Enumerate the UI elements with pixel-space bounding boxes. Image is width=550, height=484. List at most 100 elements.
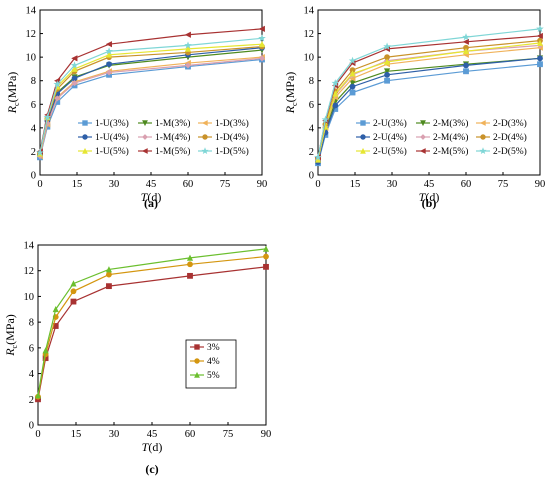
- legend-marker: [142, 120, 148, 127]
- legend-label: 3%: [207, 343, 220, 353]
- data-point: [258, 25, 265, 32]
- data-point: [187, 261, 193, 268]
- x-tick-label: 30: [387, 179, 398, 190]
- legend-marker: [194, 371, 200, 378]
- legend-marker: [360, 147, 366, 154]
- legend-label: 2-D(3%): [493, 118, 527, 129]
- data-point: [462, 38, 469, 45]
- data-point: [258, 40, 266, 48]
- data-point: [348, 56, 357, 64]
- data-point: [331, 79, 340, 87]
- x-tick-label: 15: [72, 179, 83, 190]
- data-point: [106, 61, 112, 68]
- x-tick-label: 75: [223, 429, 234, 440]
- legend-label: 1-U(5%): [95, 146, 129, 157]
- plot-frame: [37, 244, 267, 426]
- data-point: [71, 65, 78, 72]
- legend-label: 2-M(5%): [433, 146, 468, 157]
- data-point: [536, 32, 543, 40]
- data-point: [537, 55, 543, 62]
- y-tick-label: 12: [24, 266, 35, 277]
- panel-label: (a): [144, 196, 158, 210]
- y-axis-label: Rc(MPa): [5, 72, 21, 115]
- data-point: [70, 280, 77, 287]
- data-point: [263, 253, 269, 260]
- y-tick-label: 14: [24, 241, 35, 252]
- data-point: [258, 55, 266, 62]
- chart-panel-2: 0 15 30 45 60 75 90 0 2 4 6 8 10 12 14 T(d) Rc(MPa) 2-U(3…: [283, 6, 545, 211]
- data-point: [106, 283, 112, 290]
- y-tick-label: 6: [31, 100, 36, 111]
- y-tick-label: 14: [26, 6, 37, 17]
- data-point: [34, 392, 42, 399]
- y-tick-label: 0: [309, 171, 314, 182]
- x-tick-label: 45: [147, 429, 158, 440]
- legend-marker: [360, 134, 366, 140]
- y-tick-label: 10: [304, 53, 315, 64]
- legend-marker: [82, 147, 88, 154]
- data-point: [53, 80, 62, 88]
- y-tick-label: 12: [304, 29, 315, 40]
- legend-label: 4%: [207, 357, 220, 367]
- chart-panel-3: 0 15 30 45 60 75 90 0 2 4 6 8 10 12 14 T(d) Rc(MPa) 3% 4% 5…: [3, 241, 271, 477]
- data-point: [71, 55, 78, 62]
- data-point: [332, 102, 339, 109]
- data-point: [383, 68, 391, 75]
- legend-marker: [141, 148, 148, 154]
- x-tick-label: 60: [461, 179, 472, 190]
- data-point: [184, 45, 192, 52]
- x-tick-label: 15: [350, 179, 361, 190]
- legend-label: 2-U(3%): [373, 118, 407, 129]
- data-point: [186, 254, 194, 261]
- legend-label: 2-U(4%): [373, 132, 407, 143]
- legend-label: 1-M(5%): [155, 146, 190, 157]
- legend-marker: [360, 120, 366, 126]
- series-1-D(5%): [36, 34, 266, 156]
- data-point: [71, 80, 78, 87]
- legend-marker: [82, 120, 88, 126]
- data-point: [349, 83, 356, 90]
- legend-marker: [201, 147, 209, 155]
- data-point: [43, 113, 52, 121]
- panel-label: (b): [422, 196, 437, 210]
- legend-label: 1-D(3%): [215, 118, 249, 129]
- x-tick-label: 45: [424, 179, 435, 190]
- legend-marker: [420, 134, 426, 140]
- y-tick-label: 2: [309, 147, 314, 158]
- legend-marker: [142, 134, 148, 140]
- data-point: [349, 89, 356, 96]
- y-tick-label: 8: [309, 76, 314, 87]
- x-tick-label: 90: [261, 429, 272, 440]
- data-point: [463, 62, 469, 69]
- legend-marker: [419, 148, 426, 154]
- x-tick-label: 0: [35, 429, 40, 440]
- y-tick-label: 8: [31, 76, 36, 87]
- y-tick-label: 2: [29, 395, 34, 406]
- data-point: [383, 42, 391, 50]
- data-point: [42, 347, 49, 354]
- data-point: [52, 306, 59, 313]
- data-point: [70, 298, 77, 305]
- data-point: [105, 47, 113, 55]
- legend-label: 2-D(4%): [493, 132, 527, 143]
- series-1-M(4%): [36, 55, 266, 160]
- data-point: [184, 62, 192, 69]
- legend: 2-U(3%) 2-M(3%) 2-D(3%) 2-U(4%) 2-M(4%) 2-D(4…: [356, 118, 527, 157]
- x-tick-label: 45: [146, 179, 157, 190]
- data-point: [332, 90, 339, 97]
- data-point: [105, 41, 112, 48]
- legend: 3% 4% 5%: [185, 339, 237, 389]
- data-point: [258, 34, 266, 42]
- x-tick-label: 60: [183, 179, 194, 190]
- data-point: [314, 153, 322, 161]
- y-tick-label: 6: [309, 100, 314, 111]
- data-point: [383, 58, 391, 65]
- series-5%: [34, 245, 270, 399]
- y-tick-label: 4: [29, 369, 35, 380]
- data-point: [105, 51, 113, 58]
- x-tick-label: 15: [71, 429, 82, 440]
- y-tick-label: 10: [26, 53, 37, 64]
- legend-marker: [82, 134, 88, 140]
- data-point: [384, 71, 390, 78]
- legend-marker: [420, 120, 426, 127]
